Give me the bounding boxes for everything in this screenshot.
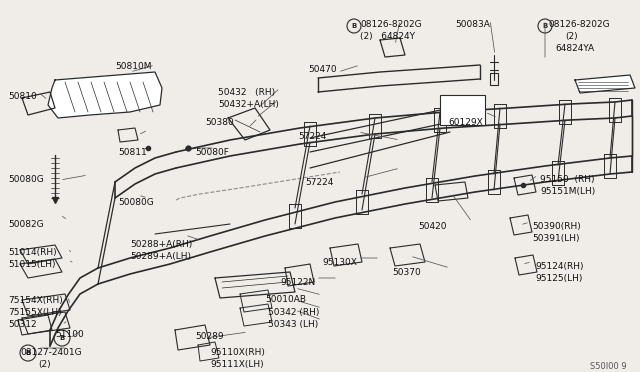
Text: 50420: 50420 [418,222,447,231]
Text: S50I00 9: S50I00 9 [590,362,627,371]
Text: 75155X(LH): 75155X(LH) [8,308,61,317]
Text: 51015(LH): 51015(LH) [8,260,56,269]
Text: 60129X: 60129X [448,118,483,127]
Text: 57224: 57224 [305,178,333,187]
Text: 95111X(LH): 95111X(LH) [210,360,264,369]
Text: 50380: 50380 [205,118,234,127]
Text: 50810M: 50810M [115,62,152,71]
Text: 50470: 50470 [308,65,337,74]
Text: 08126-8202G: 08126-8202G [360,20,422,29]
Text: B: B [26,350,31,356]
Text: 50312: 50312 [8,320,36,329]
Text: (2)   64824Y: (2) 64824Y [360,32,415,41]
Text: 95130X: 95130X [322,258,357,267]
Text: 08127-2401G: 08127-2401G [20,348,82,357]
Text: 50082G: 50082G [8,220,44,229]
Polygon shape [575,75,635,93]
Text: (2): (2) [38,360,51,369]
Text: 95151M(LH): 95151M(LH) [540,187,595,196]
Text: (2): (2) [565,32,578,41]
Text: 50391(LH): 50391(LH) [532,234,579,243]
Text: 50390(RH): 50390(RH) [532,222,580,231]
Text: 50432   (RH): 50432 (RH) [218,88,275,97]
Text: 95122N: 95122N [280,278,316,287]
Text: 95124(RH): 95124(RH) [535,262,584,271]
Text: 95110X(RH): 95110X(RH) [210,348,265,357]
Text: 51014(RH): 51014(RH) [8,248,56,257]
Text: 50342 (RH): 50342 (RH) [268,308,319,317]
Text: 50083A: 50083A [455,20,490,29]
Text: 50289+A(LH): 50289+A(LH) [130,252,191,261]
Text: B: B [60,335,65,341]
Text: 50810: 50810 [8,92,36,101]
Text: 50288+A(RH): 50288+A(RH) [130,240,192,249]
Text: 50343 (LH): 50343 (LH) [268,320,318,329]
Text: 95150  (RH): 95150 (RH) [540,175,595,184]
Polygon shape [48,72,162,118]
Text: 50370: 50370 [392,268,420,277]
Text: 64824YA: 64824YA [555,44,594,53]
Text: B: B [542,23,548,29]
Text: 50010AB: 50010AB [265,295,306,304]
Text: 08126-8202G: 08126-8202G [548,20,610,29]
Text: 50080F: 50080F [195,148,229,157]
Text: 50811: 50811 [118,148,147,157]
Text: 50432+A(LH): 50432+A(LH) [218,100,279,109]
Text: 57224: 57224 [298,132,326,141]
Text: 50289: 50289 [195,332,223,341]
Text: 50080G: 50080G [8,175,44,184]
Text: B: B [351,23,356,29]
Text: 51100: 51100 [55,330,84,339]
Text: 75154X(RH): 75154X(RH) [8,296,63,305]
Bar [440,95,485,125]
Text: 95125(LH): 95125(LH) [535,274,582,283]
Text: 50080G: 50080G [118,198,154,207]
